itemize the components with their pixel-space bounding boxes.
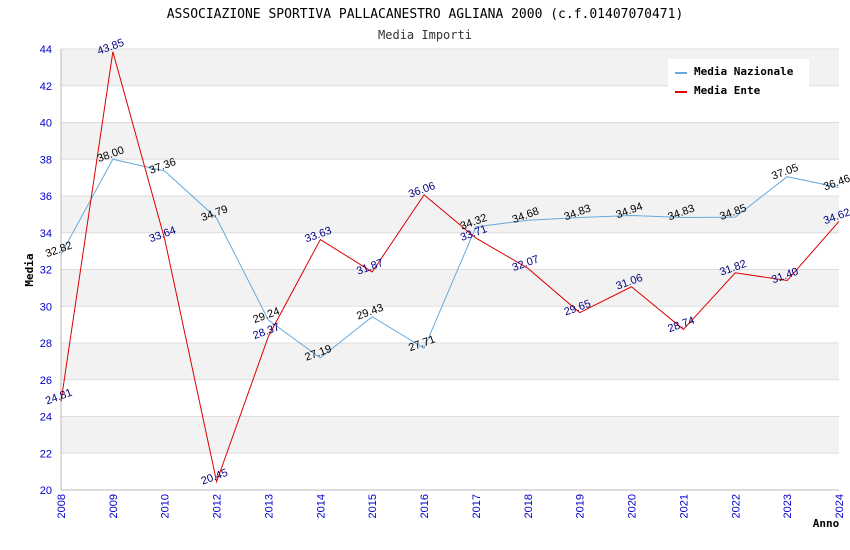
series-line-media-nazionale xyxy=(60,158,840,359)
y-tick-label: 20 xyxy=(40,485,52,497)
y-tick-label: 32 xyxy=(40,265,52,277)
grid-band xyxy=(61,343,839,380)
x-tick-label: 2008 xyxy=(56,494,68,518)
chart-subtitle: Media Importi xyxy=(378,28,472,42)
x-tick-label: 2024 xyxy=(834,494,846,518)
x-tick-label: 2016 xyxy=(419,494,431,518)
x-tick-label: 2017 xyxy=(471,494,483,518)
x-tick-label: 2010 xyxy=(160,494,172,518)
series-line-media-ente xyxy=(60,51,840,484)
data-label-ente: 20.45 xyxy=(200,467,230,488)
x-tick-label: 2020 xyxy=(627,494,639,518)
y-tick-label: 42 xyxy=(40,81,52,93)
x-tick-label: 2023 xyxy=(782,494,794,518)
y-tick-label: 28 xyxy=(40,338,52,350)
grid-lines xyxy=(61,48,839,491)
x-tick-label: 2021 xyxy=(678,494,690,518)
y-tick-label: 38 xyxy=(40,154,52,166)
grid-band xyxy=(61,196,839,233)
axes xyxy=(60,49,839,491)
y-tick-label: 22 xyxy=(40,448,52,460)
x-axis-label: Anno xyxy=(813,517,840,530)
data-label-nazionale: 36.46 xyxy=(822,173,850,194)
x-tick-label: 2012 xyxy=(212,494,224,518)
data-label-ente: 24.81 xyxy=(44,387,74,408)
y-axis-label: Media xyxy=(23,253,36,286)
y-tick-labels: 20 22 24 26 28 30 32 34 36 38 40 42 44 xyxy=(40,44,52,497)
x-tick-labels: 2008 2009 2010 2012 2013 2014 2015 2016 2017 2018… xyxy=(56,494,846,518)
data-label-nazionale: 32.82 xyxy=(44,240,74,261)
y-tick-label: 44 xyxy=(40,44,52,56)
data-label-ente: 28.74 xyxy=(666,315,696,336)
x-tick-label: 2018 xyxy=(523,494,535,518)
legend-box xyxy=(668,59,809,101)
y-tick-label: 36 xyxy=(40,191,52,203)
legend: Media Nazionale Media Ente xyxy=(668,59,809,101)
legend-label-media-ente: Media Ente xyxy=(694,84,761,97)
x-tick-label: 2015 xyxy=(367,494,379,518)
grid-band xyxy=(61,416,839,454)
legend-label-media-nazionale: Media Nazionale xyxy=(694,65,794,78)
x-tick-label: 2013 xyxy=(263,494,275,518)
y-tick-label: 34 xyxy=(40,228,52,240)
data-label-nazionale: 37.05 xyxy=(770,162,800,183)
x-tick-label: 2019 xyxy=(575,494,587,518)
y-tick-label: 30 xyxy=(40,301,52,313)
grid-band xyxy=(61,122,839,160)
y-tick-label: 40 xyxy=(40,118,52,130)
x-tick-label: 2022 xyxy=(730,494,742,518)
chart-title: ASSOCIAZIONE SPORTIVA PALLACANESTRO AGLI… xyxy=(167,7,684,22)
x-tick-label: 2014 xyxy=(315,494,327,518)
y-tick-label: 24 xyxy=(40,412,52,424)
x-tick-label: 2009 xyxy=(108,494,120,518)
y-tick-label: 26 xyxy=(40,375,52,387)
plot-bands xyxy=(61,49,839,454)
series-lines xyxy=(60,51,840,484)
